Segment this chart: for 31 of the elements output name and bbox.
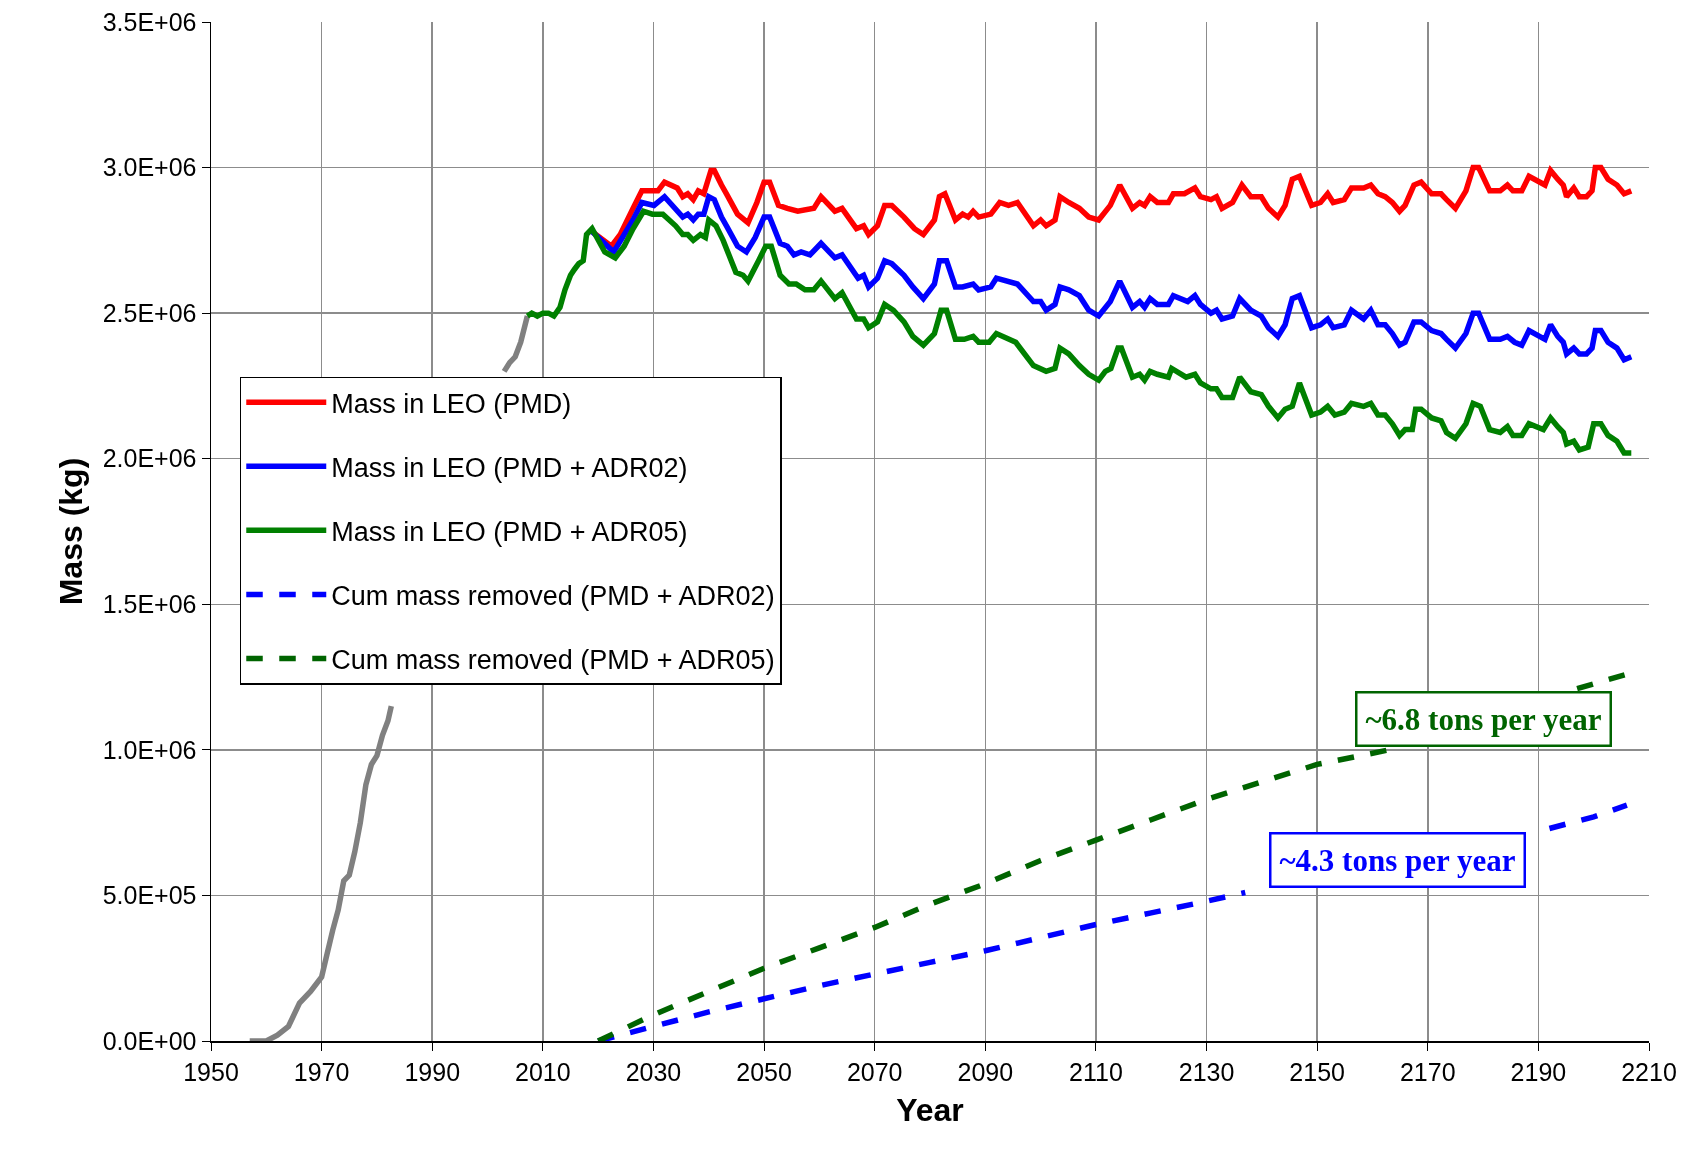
legend-label: Mass in LEO (PMD + ADR02) (331, 452, 688, 483)
x-tick-label: 2030 (625, 1057, 682, 1086)
x-tick-label: 1950 (183, 1057, 239, 1086)
x-tick-label: 1970 (293, 1057, 350, 1086)
x-tick-label: 2010 (515, 1057, 571, 1086)
y-tick-label: 5.0E+05 (102, 881, 197, 910)
annotation: ~6.8 tons per year (1365, 701, 1602, 737)
y-tick-label: 2.0E+06 (102, 444, 197, 473)
y-tick-label: 3.5E+06 (102, 7, 197, 36)
legend-label: Mass in LEO (PMD + ADR05) (331, 516, 688, 547)
y-tick-label: 3.0E+06 (102, 153, 197, 182)
x-tick-label: 2150 (1289, 1057, 1345, 1086)
x-tick-label: 1990 (404, 1057, 461, 1086)
x-tick-label: 2090 (957, 1057, 1014, 1086)
annotation: ~4.3 tons per year (1279, 842, 1516, 878)
y-tick-label: 2.5E+06 (102, 298, 197, 327)
x-tick-label: 2210 (1621, 1057, 1677, 1086)
y-tick-label: 1.5E+06 (102, 590, 197, 619)
x-tick-label: 2130 (1178, 1057, 1235, 1086)
x-tick-label: 2110 (1069, 1057, 1123, 1086)
x-tick-label: 2050 (736, 1057, 792, 1086)
x-tick-label: 2190 (1510, 1057, 1567, 1086)
x-axis-title: Year (896, 1092, 964, 1129)
legend-label: Cum mass removed (PMD + ADR02) (331, 580, 775, 611)
y-tick-label: 0.0E+00 (102, 1026, 197, 1055)
x-tick-label: 2170 (1399, 1057, 1456, 1086)
x-tick-label: 2070 (846, 1057, 903, 1086)
legend-label: Mass in LEO (PMD) (331, 388, 572, 419)
y-axis-title: Mass (kg) (53, 457, 90, 606)
y-tick-label: 1.0E+06 (102, 735, 197, 764)
legend-label: Cum mass removed (PMD + ADR05) (331, 645, 775, 676)
